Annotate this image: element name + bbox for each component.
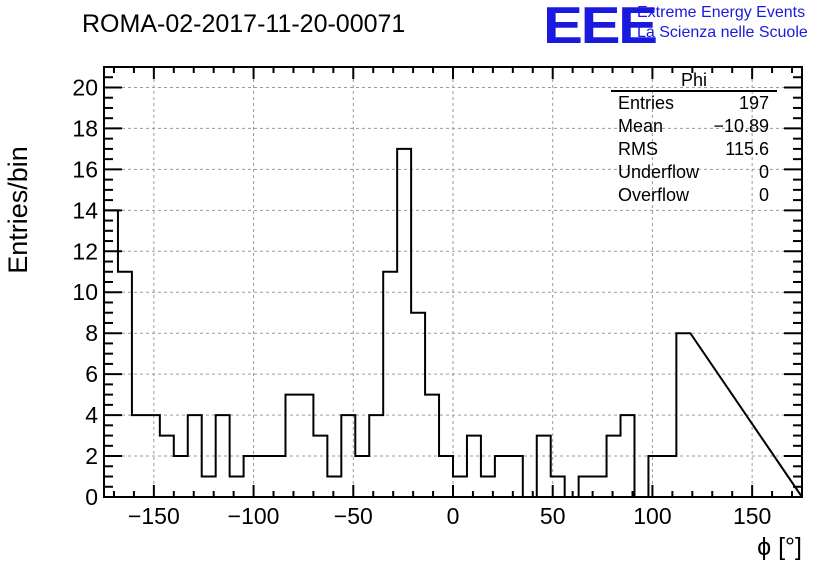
y-tick-label: 4 (85, 402, 98, 428)
stats-row-rms: RMS 115.6 (611, 138, 777, 161)
x-axis-label: ϕ [°] (757, 533, 802, 561)
histogram-bin (341, 415, 355, 497)
histogram-bin (439, 456, 453, 497)
stats-label: Mean (618, 116, 664, 136)
histogram-bin (285, 395, 299, 497)
stats-label: Overflow (618, 185, 690, 205)
histogram-bin (355, 456, 369, 497)
stats-label: Underflow (618, 162, 700, 182)
histogram-bin (174, 456, 188, 497)
histogram-bin (579, 477, 593, 497)
histogram-bin (299, 395, 313, 497)
histogram-bin (662, 456, 676, 497)
stats-value: 197 (738, 93, 769, 113)
x-tick-label: 0 (447, 503, 460, 529)
logo-caption-2: La Scienza nelle Scuole (637, 24, 808, 41)
y-tick-label: 18 (72, 115, 98, 141)
histogram-bin (383, 272, 397, 497)
y-tick-label: 10 (72, 279, 98, 305)
y-tick-label: 8 (85, 320, 98, 346)
y-tick-label: 16 (72, 156, 98, 182)
eee-logo: EEE (543, 0, 658, 55)
y-tick-label: 6 (85, 361, 98, 387)
logo-caption-1: Extreme Energy Events (637, 4, 806, 21)
tick-labels: −150 −100 −50 0 50 100 150 0 2 4 6 8 10 12 14 16 18 20 (72, 74, 771, 529)
stats-value: 115.6 (725, 139, 769, 159)
histogram-bin (537, 436, 551, 497)
y-tick-label: 14 (72, 197, 98, 223)
stats-value: 0 (758, 162, 769, 182)
histogram-bin (313, 436, 327, 497)
stats-value: −10.89 (713, 116, 769, 136)
x-tick-label: 150 (733, 503, 771, 529)
axis-ticks (104, 66, 802, 498)
x-tick-label: 50 (540, 503, 566, 529)
histogram-bin (369, 415, 383, 497)
histogram-outline (103, 147, 803, 498)
stats-value: 0 (758, 185, 769, 205)
histogram-bin (258, 456, 272, 497)
y-tick-label: 12 (72, 238, 98, 264)
x-tick-label: −150 (128, 503, 180, 529)
histogram-bin (453, 477, 467, 497)
x-tick-label: 100 (633, 503, 671, 529)
stats-label: Entries (618, 93, 675, 113)
histogram-series (103, 147, 803, 498)
histogram-bin (411, 313, 425, 497)
x-tick-label: −50 (334, 503, 373, 529)
stats-row-overflow: Overflow 0 (611, 184, 777, 207)
stats-row-entries: Entries 197 (611, 92, 777, 115)
histogram-bin (216, 415, 230, 497)
histogram-bin (495, 456, 509, 497)
histogram-bin (648, 456, 662, 497)
histogram-bin (244, 456, 258, 497)
histogram-bin (397, 149, 411, 497)
histogram-bin (230, 477, 244, 497)
chart-title: ROMA-02-2017-11-20-00071 (82, 10, 406, 38)
histogram-bin (188, 415, 202, 497)
y-tick-label: 2 (85, 443, 98, 469)
x-tick-label: −100 (228, 503, 280, 529)
histogram-bin (621, 415, 635, 497)
histogram-bin (160, 436, 174, 497)
histogram-bin (132, 415, 146, 497)
stats-histogram-name: Phi (611, 70, 777, 92)
stats-box: Phi Entries 197 Mean −10.89 RMS 115.6 Under… (611, 70, 777, 207)
histogram-bin (593, 477, 607, 497)
stats-row-underflow: Underflow 0 (611, 161, 777, 184)
grid-lines (104, 67, 802, 497)
y-tick-label: 20 (72, 74, 98, 100)
y-axis-label: Entries/bin (3, 146, 33, 274)
histogram-bin (118, 272, 132, 497)
stats-row-mean: Mean −10.89 (611, 115, 777, 138)
histogram-bin (272, 456, 286, 497)
histogram-bin (425, 395, 439, 497)
stats-label: RMS (618, 139, 658, 159)
histogram-bin (509, 456, 523, 497)
histogram-bin (607, 436, 621, 497)
histogram-bin (146, 415, 160, 497)
histogram-bin (467, 436, 481, 497)
y-tick-label: 0 (85, 484, 98, 510)
histogram-bin (676, 333, 690, 497)
